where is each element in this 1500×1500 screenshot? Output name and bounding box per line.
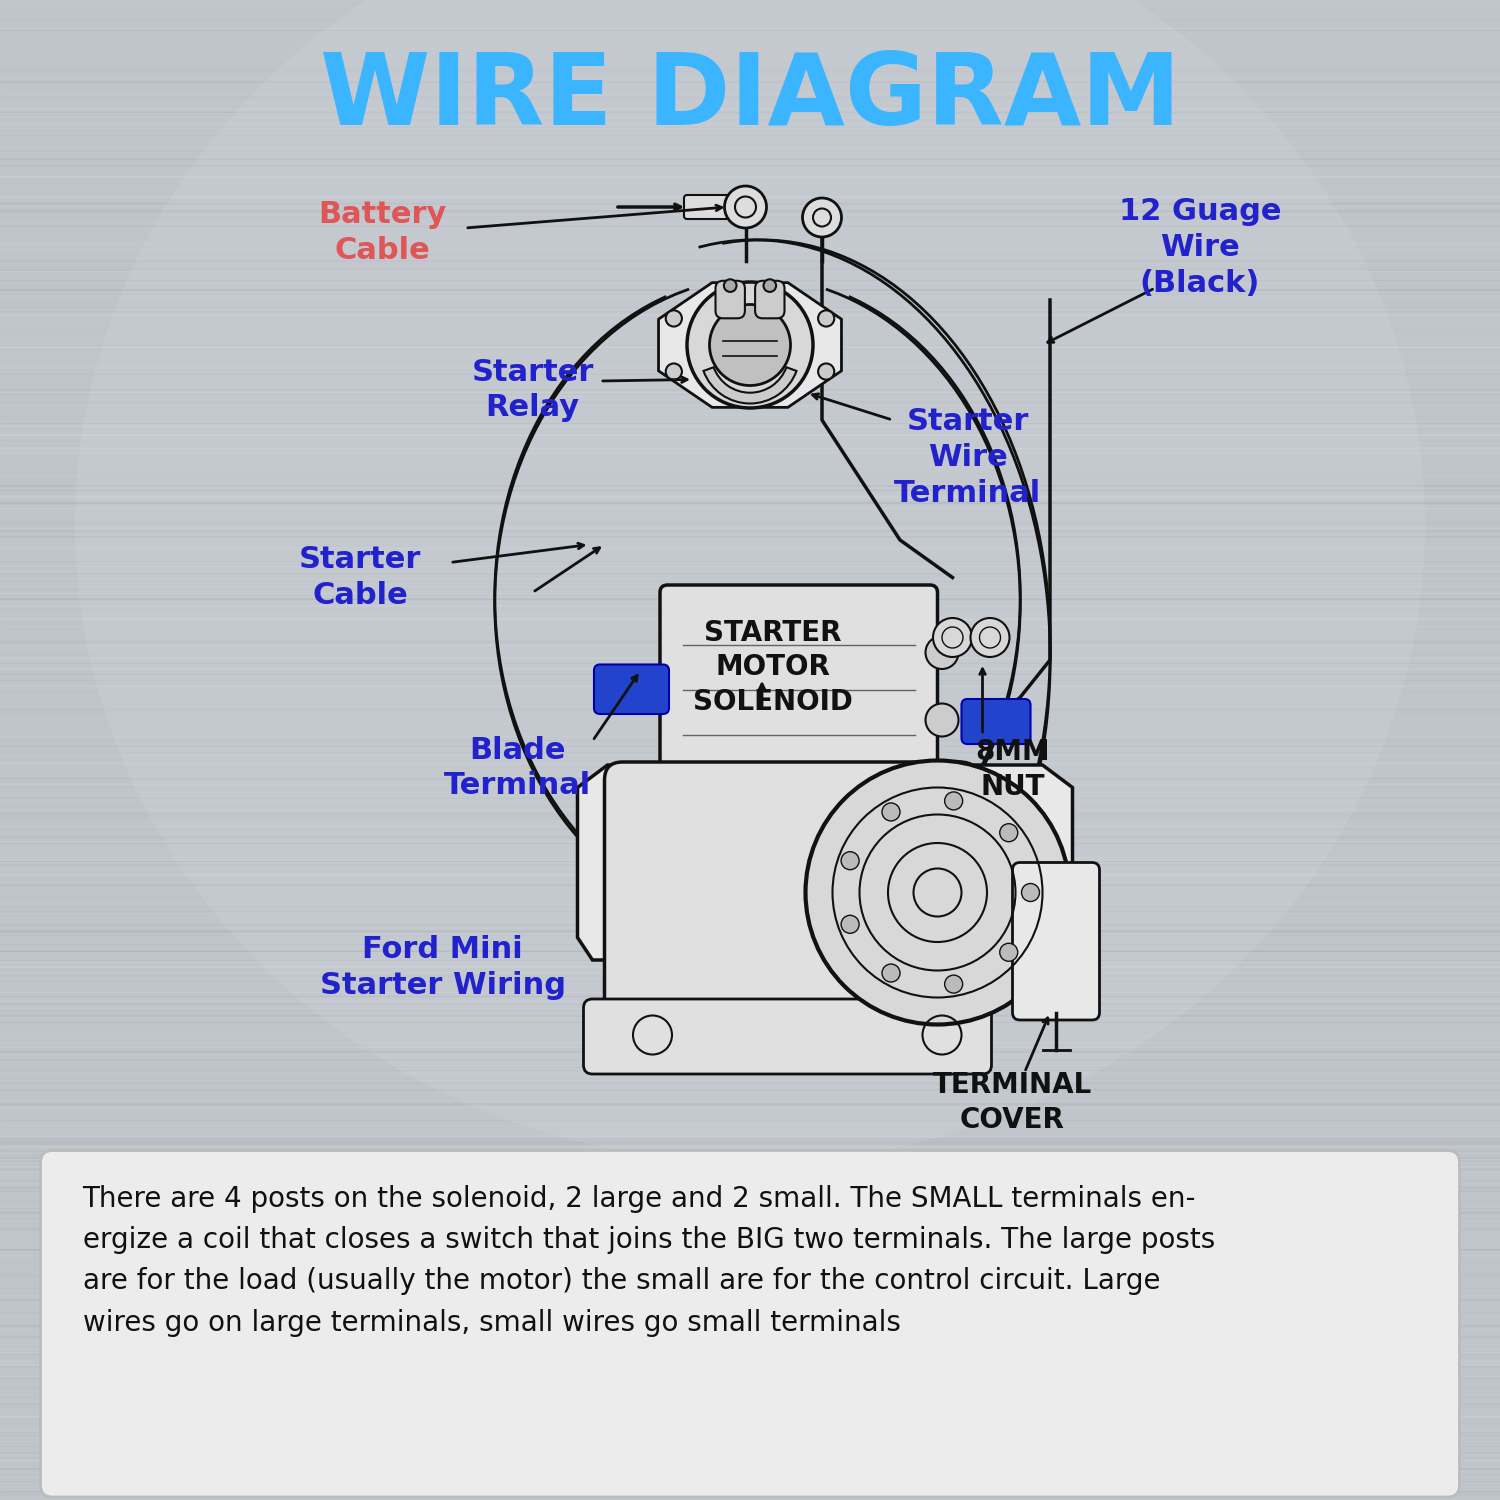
FancyBboxPatch shape <box>660 585 938 772</box>
Circle shape <box>666 363 682 380</box>
Text: There are 4 posts on the solenoid, 2 large and 2 small. The SMALL terminals en-
: There are 4 posts on the solenoid, 2 lar… <box>82 1185 1215 1336</box>
Circle shape <box>802 198 842 237</box>
Circle shape <box>970 618 1010 657</box>
Circle shape <box>1022 884 1040 902</box>
Circle shape <box>724 186 766 228</box>
Text: Starter
Relay: Starter Relay <box>471 357 594 423</box>
Ellipse shape <box>75 0 1425 1162</box>
FancyBboxPatch shape <box>962 699 1030 744</box>
Text: Ford Mini
Starter Wiring: Ford Mini Starter Wiring <box>320 934 566 1000</box>
Circle shape <box>945 792 963 810</box>
Text: TERMINAL
COVER: TERMINAL COVER <box>933 1071 1092 1134</box>
Circle shape <box>882 964 900 982</box>
Circle shape <box>666 310 682 327</box>
Text: Starter
Wire
Terminal: Starter Wire Terminal <box>894 406 1041 508</box>
Text: WIRE DIAGRAM: WIRE DIAGRAM <box>320 50 1180 146</box>
Circle shape <box>710 304 791 386</box>
Wedge shape <box>704 368 797 404</box>
FancyBboxPatch shape <box>684 195 732 219</box>
Circle shape <box>926 636 958 669</box>
Circle shape <box>882 802 900 820</box>
Circle shape <box>724 279 736 292</box>
Text: 8MM
NUT: 8MM NUT <box>975 738 1050 801</box>
FancyBboxPatch shape <box>40 1150 1460 1497</box>
Text: Battery
Cable: Battery Cable <box>318 200 447 266</box>
Circle shape <box>687 282 813 408</box>
FancyBboxPatch shape <box>594 664 669 714</box>
Text: 12 Guage
Wire
(Black): 12 Guage Wire (Black) <box>1119 196 1281 298</box>
Circle shape <box>999 824 1017 842</box>
Circle shape <box>926 704 958 736</box>
Text: Starter
Cable: Starter Cable <box>298 544 422 610</box>
Polygon shape <box>578 765 1072 960</box>
Circle shape <box>764 279 776 292</box>
FancyBboxPatch shape <box>1013 862 1100 1020</box>
Polygon shape <box>658 282 842 408</box>
FancyBboxPatch shape <box>584 999 992 1074</box>
Text: STARTER
MOTOR
SOLENOID: STARTER MOTOR SOLENOID <box>693 620 852 716</box>
FancyBboxPatch shape <box>754 280 784 318</box>
Circle shape <box>806 760 1070 1024</box>
Circle shape <box>842 852 860 870</box>
FancyBboxPatch shape <box>716 280 746 318</box>
Circle shape <box>842 915 860 933</box>
Circle shape <box>945 975 963 993</box>
Circle shape <box>933 618 972 657</box>
Circle shape <box>818 363 834 380</box>
Circle shape <box>999 944 1017 962</box>
Text: Blade
Terminal: Blade Terminal <box>444 735 591 801</box>
FancyBboxPatch shape <box>604 762 978 1046</box>
Circle shape <box>818 310 834 327</box>
